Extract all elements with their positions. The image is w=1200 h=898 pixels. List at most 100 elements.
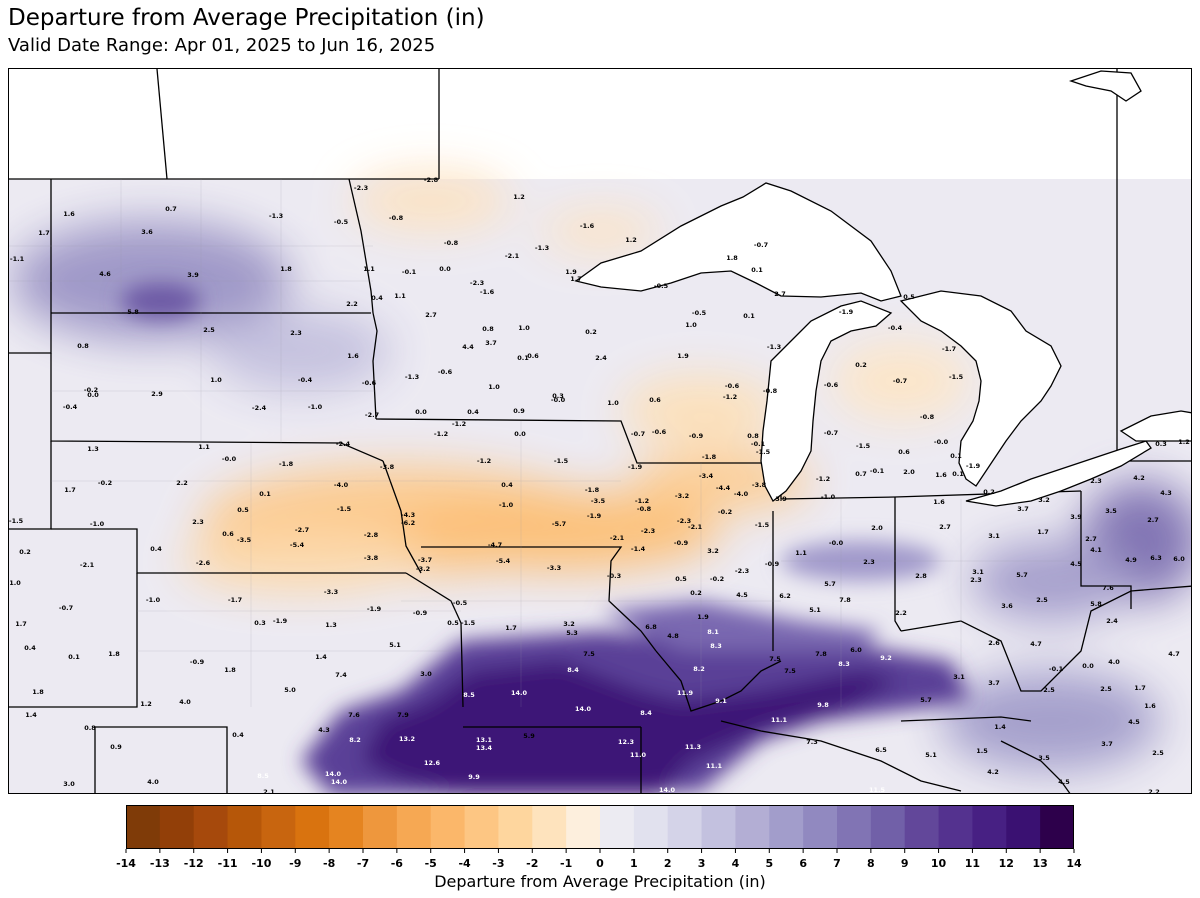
station-value-label: 9.2: [880, 654, 892, 662]
colorbar-tick-label: 2: [664, 857, 672, 870]
colorbar-swatch: [363, 805, 398, 849]
station-value-label: -4.0: [734, 490, 749, 498]
station-value-label: 1.9: [697, 613, 709, 621]
station-value-label: -3.4: [699, 472, 714, 480]
station-value-label: 2.7: [939, 523, 951, 531]
station-value-label: -0.7: [59, 604, 73, 612]
station-value-label: 6.5: [875, 746, 887, 754]
colorbar-ticks: -14 -13 -12 -11 -10 -9 -8 -7 -6 -5 -4 -3 -2 -1 0 1 2 3 4 5 6…: [116, 849, 1082, 870]
station-value-label: 1.4: [994, 723, 1006, 731]
station-value-label: -2.3: [354, 184, 368, 192]
station-value-label: -2.1: [80, 561, 95, 569]
lake-huron: [899, 290, 1062, 487]
station-value-label: -0.6: [438, 368, 453, 376]
station-value-label: -5.4: [496, 557, 511, 565]
map-subtitle: Valid Date Range: Apr 01, 2025 to Jun 16…: [8, 35, 436, 56]
station-value-label: -1.8: [585, 486, 600, 494]
station-value-label: 2.7: [774, 290, 786, 298]
station-value-label: -3.5: [237, 536, 252, 544]
station-value-label: 5.7: [824, 580, 836, 588]
station-value-label: 0.0: [415, 408, 427, 416]
station-value-label: -0.7: [631, 430, 645, 438]
colorbar-swatch: [498, 805, 533, 849]
colorbar-tick-label: -7: [357, 857, 369, 870]
colorbar-tick-label: 6: [799, 857, 807, 870]
station-value-label: -0.6: [824, 381, 839, 389]
station-value-label: -3.3: [547, 564, 561, 572]
station-value-label: -1.2: [635, 497, 649, 505]
station-value-label: 2.5: [1100, 685, 1112, 693]
station-value-label: 3.2: [707, 547, 719, 555]
station-value-label: -0.8: [389, 214, 404, 222]
station-value-label: 8.1: [707, 628, 719, 636]
station-value-label: -1.9: [966, 462, 981, 470]
station-value-label: 0.7: [855, 470, 867, 478]
station-value-label: 8.4: [640, 709, 652, 717]
station-value-label: 1.7: [15, 620, 27, 628]
station-value-label: -1.3: [405, 373, 419, 381]
colorbar-swatch: [1040, 805, 1074, 849]
station-value-label: -2.1: [505, 252, 520, 260]
station-value-label: -3.2: [416, 565, 430, 573]
station-value-label: -0.2: [84, 386, 98, 394]
station-value-label: 3.9: [775, 495, 787, 503]
station-value-label: -0.9: [190, 658, 205, 666]
station-value-label: -0.2: [98, 479, 112, 487]
station-value-label: -1.1: [10, 255, 25, 263]
station-value-label: 3.7: [1017, 505, 1029, 513]
station-value-label: 0.1: [517, 354, 529, 362]
precipitation-map[interactable]: 1.6 0.7 -1.3 -0.5 -0.8 1.7 3.6 -2.3 -2.8 1.2 -1.6 1…: [9, 69, 1192, 794]
station-value-label: 6.0: [850, 646, 862, 654]
station-value-label: -1.2: [452, 420, 466, 428]
station-value-label: -1.9: [273, 617, 288, 625]
station-value-label: 3.5: [1105, 507, 1117, 515]
station-value-label: 0.1: [751, 266, 763, 274]
station-value-label: 8.2: [693, 665, 705, 673]
station-value-label: 2.3: [1090, 477, 1102, 485]
station-value-label: 2.2: [895, 609, 907, 617]
station-value-label: -0.7: [824, 429, 838, 437]
station-value-label: -1.5: [949, 373, 964, 381]
station-value-label: 1.1: [394, 292, 406, 300]
station-value-label: -2.6: [196, 559, 211, 567]
station-value-label: -0.9: [674, 539, 689, 547]
station-value-label: -1.7: [228, 596, 242, 604]
station-value-label: 0.9: [513, 407, 525, 415]
station-value-label: -5.4: [290, 541, 305, 549]
station-value-label: 2.4: [1106, 617, 1118, 625]
station-value-label: 1.3: [87, 445, 99, 453]
station-value-label: -1.5: [337, 505, 352, 513]
station-value-label: 5.8: [127, 308, 139, 316]
station-value-label: 1.1: [198, 443, 210, 451]
station-value-label: 2.7: [1085, 535, 1097, 543]
station-value-label: 1.1: [795, 549, 807, 557]
station-value-label: -0.0: [829, 539, 844, 547]
station-value-label: -1.8: [702, 453, 717, 461]
station-value-label: -2.7: [295, 526, 309, 534]
station-value-label: -0.5: [692, 309, 707, 317]
station-value-label: 11.1: [771, 716, 788, 724]
colorbar-tick-label: 5: [765, 857, 773, 870]
colorbar-swatch: [735, 805, 770, 849]
station-value-label: 5.1: [925, 751, 937, 759]
station-value-label: 0.4: [501, 481, 513, 489]
station-value-label: 7.4: [335, 671, 347, 679]
lake-ontario: [1119, 410, 1191, 442]
station-value-label: -1.5: [755, 521, 770, 529]
station-value-label: -1.5: [554, 457, 569, 465]
station-value-label: -0.8: [637, 505, 652, 513]
lake-erie: [965, 440, 1152, 507]
station-value-label: 0.1: [68, 653, 80, 661]
station-value-label: -2.1: [610, 534, 625, 542]
station-value-label: -0.8: [920, 413, 935, 421]
station-value-label: 1.7: [570, 275, 582, 283]
lake-michigan: [760, 300, 893, 502]
station-value-label: -1.5: [756, 448, 771, 456]
station-value-label: 12.6: [424, 759, 441, 767]
station-value-label: 14.0: [325, 770, 342, 778]
map-panel[interactable]: 1.6 0.7 -1.3 -0.5 -0.8 1.7 3.6 -2.3 -2.8 1.2 -1.6 1…: [8, 68, 1192, 794]
station-value-label: 8.4: [567, 666, 579, 674]
station-value-label: 5.1: [389, 641, 401, 649]
colorbar-tick-label: 8: [867, 857, 875, 870]
station-value-label: 14.0: [331, 778, 348, 786]
